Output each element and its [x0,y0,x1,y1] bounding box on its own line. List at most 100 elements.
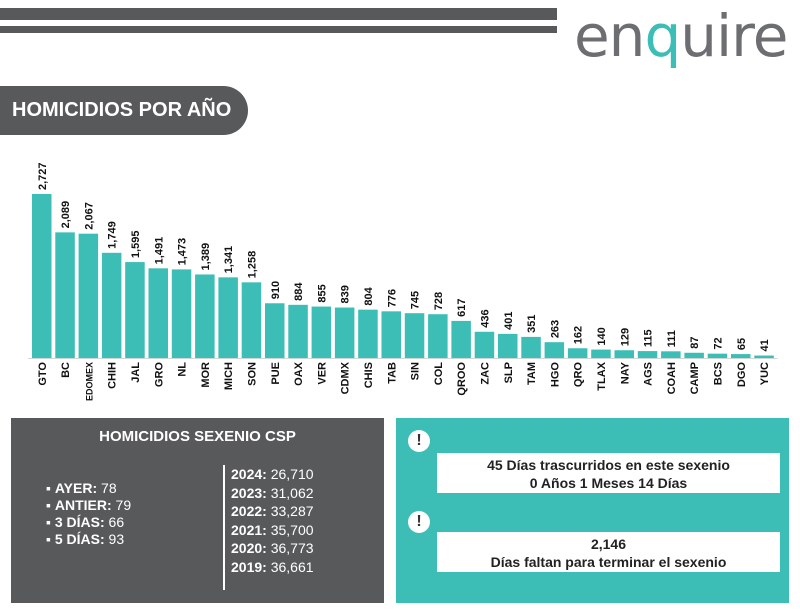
years-list: 2024: 26,710 2023: 31,062 2022: 33,287 2… [231,465,314,576]
exclamation-icon: ! [408,511,430,533]
bar-oax [288,304,308,358]
category-label: BC [60,362,72,378]
data-label: 351 [526,315,538,333]
category-label: TAM [526,362,538,385]
list-item: 2021: 35,700 [231,521,314,538]
bar-chart: 2,727 GTO 2,089 BC 2,067 EDOMEX 1,749 CHIH 1,595… [28,162,778,401]
data-label: 140 [596,327,608,345]
category-label: NAY [619,361,631,384]
data-label: 162 [573,326,585,344]
data-label: 1,389 [200,243,212,271]
data-label: 1,473 [177,238,189,266]
sexenio-panel: HOMICIDIOS SEXENIO CSP ▪ AYER: 78 ▪ ANTI… [11,418,384,603]
data-label: 745 [410,291,422,309]
bar-tab [381,311,401,358]
category-label: GRO [153,362,165,388]
category-label: PUE [270,362,282,385]
bar-edomex [78,233,99,358]
category-label: SON [246,362,258,386]
category-label: EDOMEX [84,362,94,401]
bar-chis [358,309,378,358]
days-list: ▪ AYER: 78 ▪ ANTIER: 79 ▪ 3 DÍAS: 66 ▪ 5… [46,480,131,548]
list-item: 2020: 36,773 [231,540,314,556]
list-item: ▪ 5 DÍAS: 93 [46,531,125,547]
data-label: 436 [479,309,491,327]
category-label: COL [433,362,445,386]
bar-mor [195,274,215,358]
category-label: AGS [643,362,655,386]
list-item: ▪ ANTIER: 79 [46,497,132,513]
bar-nay [614,350,634,358]
data-label: 115 [643,329,655,347]
bar-chih [101,252,122,358]
data-label: 728 [433,292,445,310]
category-label: COAH [666,362,678,394]
data-label: 910 [270,281,282,299]
category-label: CHIH [107,362,119,389]
bar-mich [218,277,238,358]
bar-cdmx [334,307,355,358]
bar-col [428,314,448,358]
bar-jal [125,262,145,358]
bar-yuc [754,355,774,358]
category-label: MICH [223,362,235,390]
category-label: MOR [200,362,212,388]
bar-nl [171,269,192,358]
category-label: SIN [410,362,422,380]
category-label: TLAX [596,361,608,390]
data-label: 1,749 [107,221,119,249]
data-label: 41 [759,339,771,351]
bar-tlax [591,349,611,358]
bar-slp [498,333,518,358]
data-label: 855 [316,284,328,302]
category-label: CHIS [363,362,375,388]
category-label: QRO [573,362,585,388]
list-item: 2019: 36,661 [231,558,314,575]
bar-tam [521,336,541,358]
list-item: 2024: 26,710 [231,466,314,482]
bar-pue [265,303,285,358]
category-label: TAB [386,362,398,384]
bar-camp [684,352,704,358]
category-label: GTO [37,362,49,386]
bar-sin [404,313,425,358]
sexenio-title: HOMICIDIOS SEXENIO CSP [99,428,296,445]
data-label: 263 [549,320,561,338]
data-label: 87 [689,337,701,349]
bar-ags [637,351,658,358]
data-label: 2,067 [83,202,95,230]
time-elapsed-text: 0 Años 1 Meses 14 Días [529,475,688,491]
category-label: BCS [712,362,724,385]
data-label: 1,595 [130,231,142,259]
bar-qro [567,348,588,358]
data-label: 72 [712,337,724,349]
bar-ver [311,306,332,358]
data-label: 884 [293,282,305,301]
data-label: 617 [456,299,468,317]
list-item: 2022: 33,287 [231,503,314,519]
data-label: 65 [736,338,748,350]
info-panel: ! 45 Días trascurridos en este sexenio 0… [396,418,789,603]
data-label: 776 [386,289,398,307]
days-elapsed-box: 45 Días trascurridos en este sexenio 0 A… [437,453,780,493]
category-label: CAMP [689,362,701,394]
bar-son [241,282,262,358]
days-elapsed-text: 45 Días trascurridos en este sexenio [487,457,730,473]
category-label: ZAC [479,362,491,385]
category-label: NL [177,362,189,377]
category-label: VER [316,362,328,385]
category-label: HGO [549,362,561,388]
header-stripe-top [0,8,557,20]
enquire-logo: enquire [574,2,788,70]
category-label: CDMX [340,361,352,394]
bar-dgo [731,354,751,358]
category-label: DGO [736,362,748,388]
data-label: 401 [503,312,515,330]
list-item: 2023: 31,062 [231,484,314,501]
exclamation-icon: ! [408,430,430,452]
category-label: YUC [759,362,771,385]
data-label: 1,258 [246,251,258,279]
days-remaining-box: 2,146 Días faltan para terminar el sexen… [437,532,780,572]
days-remaining-count: 2,146 [590,536,627,552]
bar-coah [661,351,681,358]
